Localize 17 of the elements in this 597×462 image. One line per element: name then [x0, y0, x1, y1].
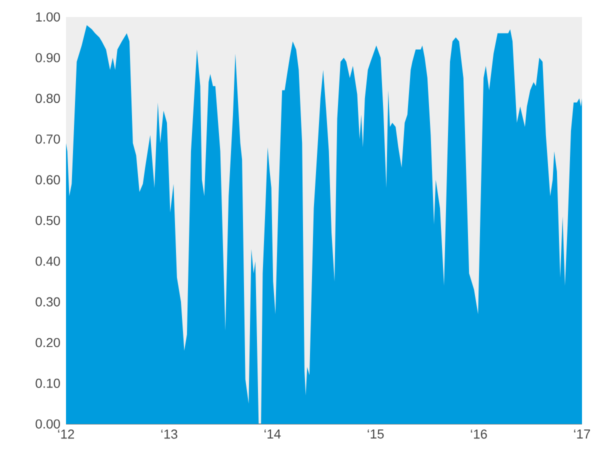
y-tick-label: 0.80 — [36, 94, 60, 103]
x-tick-label: ‘17 — [574, 430, 590, 438]
y-tick-label: 0.30 — [36, 297, 60, 306]
y-tick-label: 0.40 — [36, 256, 60, 266]
y-tick-label: 0.00 — [36, 419, 60, 429]
y-tick-label: 0.60 — [36, 175, 60, 184]
y-tick-label: 0.20 — [36, 338, 60, 348]
y-tick-label: 0.50 — [36, 216, 60, 226]
x-tick-label: ‘15 — [368, 430, 384, 439]
x-tick-label: ‘13 — [161, 430, 178, 439]
y-tick-label: 0.90 — [36, 53, 60, 62]
y-tick-label: 0.10 — [36, 378, 60, 388]
y-tick-label: 1.00 — [36, 12, 60, 22]
x-tick-label: ‘16 — [470, 430, 487, 439]
y-tick-label: 0.70 — [36, 134, 60, 144]
x-tick-label: ‘12 — [58, 430, 74, 439]
x-tick-label: ‘14 — [264, 430, 281, 438]
